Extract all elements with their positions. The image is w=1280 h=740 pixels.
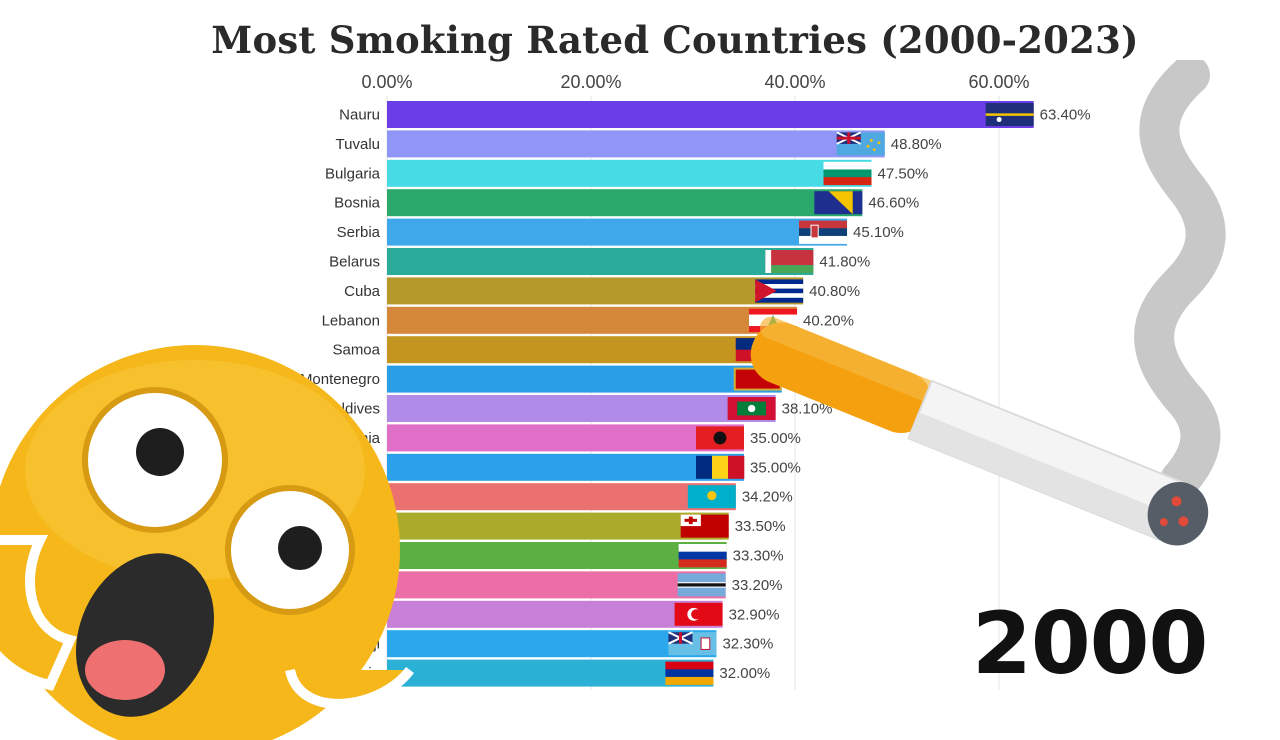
flag-icon	[674, 602, 723, 626]
x-tick-label: 20.00%	[560, 72, 621, 92]
bar	[387, 101, 1034, 128]
x-tick-label: 0.00%	[361, 72, 412, 92]
bar-value-label: 45.10%	[853, 224, 904, 241]
x-axis-ticks: 0.00% 20.00% 40.00% 60.00%	[361, 72, 1029, 92]
flag-icon	[814, 191, 863, 215]
bar	[387, 600, 723, 628]
bar-chart: 0.00% 20.00% 40.00% 60.00% Nauru 63.40% Tuval…	[300, 72, 1091, 690]
shocked-face-icon	[0, 345, 414, 740]
flag-icon	[823, 161, 872, 186]
x-tick-label: 60.00%	[968, 72, 1029, 92]
bar-value-label: 41.80%	[819, 254, 870, 271]
flag-icon	[985, 103, 1034, 126]
flag-icon	[668, 631, 717, 656]
bar	[387, 659, 714, 687]
bar-value-label: 35.00%	[750, 430, 801, 447]
bar-category-label: Serbia	[337, 224, 381, 241]
bar	[387, 218, 848, 246]
bar-value-label: 33.30%	[733, 548, 784, 565]
bar-category-label: Tuvalu	[336, 136, 380, 153]
bar-value-label: 63.40%	[1040, 107, 1091, 124]
bar-group: Tuvalu 48.80%	[336, 130, 942, 158]
bar	[387, 277, 804, 305]
bar-group: Armenia32.00%	[324, 659, 770, 687]
bar-category-label: Samoa	[332, 342, 380, 359]
x-tick-label: 40.00%	[764, 72, 825, 92]
bar	[387, 248, 814, 275]
bar-category-label: Lebanon	[322, 312, 380, 329]
bar-value-label: 47.50%	[878, 165, 929, 182]
bar	[387, 571, 726, 599]
bar-category-label: Cuba	[344, 283, 381, 300]
flag-icon	[680, 514, 729, 538]
bar	[387, 130, 885, 158]
bar	[387, 159, 872, 187]
bar	[387, 306, 798, 334]
bar-value-label: 32.30%	[722, 636, 773, 653]
bar-group: Montenegro38.70%	[300, 365, 839, 393]
bar-value-label: 40.20%	[803, 312, 854, 329]
bar	[387, 336, 784, 364]
bars: Nauru 63.40% Tuvalu 48.80% Bulgaria 47.50% Bos…	[300, 101, 1091, 687]
flag-icon	[677, 573, 726, 597]
flag-icon	[687, 485, 736, 509]
flag-icon	[696, 455, 745, 479]
bar	[387, 365, 782, 393]
bar-group: Belarus 41.80%	[329, 248, 870, 275]
bar-group: Kazakhstan34.20%	[302, 483, 793, 511]
flag-icon	[799, 220, 848, 244]
bar-value-label: 38.10%	[782, 401, 833, 418]
chart-title: Most Smoking Rated Countries (2000-2023)	[211, 18, 1139, 62]
bar-category-label: Nauru	[339, 107, 380, 124]
bar	[387, 512, 729, 540]
bar-group: Bulgaria 47.50%	[325, 159, 929, 187]
bar-group: Bosnia 46.60%	[334, 189, 919, 217]
bar-group: Tonga33.50%	[339, 512, 786, 540]
bar-group: Russia33.30%	[334, 542, 784, 569]
bar	[387, 395, 776, 422]
bar	[387, 424, 744, 452]
cigarette-icon	[750, 60, 1226, 546]
bar	[387, 453, 744, 481]
flag-icon	[755, 279, 804, 303]
bar-group: Maldives 38.10%	[321, 395, 833, 422]
bar-value-label: 40.80%	[809, 283, 860, 300]
bar-group: Serbia 45.10%	[337, 218, 904, 246]
flag-icon	[696, 426, 744, 450]
bar-value-label: 34.20%	[742, 489, 793, 506]
bar-group: Nauru 63.40%	[339, 101, 1091, 128]
bar-category-label: Belarus	[329, 254, 380, 271]
bar-group: Fiji32.30%	[361, 630, 773, 658]
bar-value-label: 33.20%	[732, 577, 783, 594]
bar-value-label: 46.60%	[868, 195, 919, 212]
bar-value-label: 32.90%	[729, 606, 780, 623]
bar-value-label: 33.50%	[735, 518, 786, 535]
bar-category-label: Bulgaria	[325, 165, 381, 182]
bar	[387, 630, 717, 658]
bar-group: Cuba 40.80%	[344, 277, 860, 305]
flag-icon	[678, 544, 727, 568]
flag-icon	[836, 131, 885, 156]
flag-icon	[765, 250, 814, 273]
bar-value-label: 48.80%	[891, 136, 942, 153]
bar	[387, 483, 736, 511]
bar-category-label: Bosnia	[334, 195, 381, 212]
bar-value-label: 32.00%	[719, 665, 770, 682]
year-label: 2000	[972, 594, 1208, 694]
flag-icon	[727, 397, 776, 420]
bar	[387, 189, 863, 217]
bar	[387, 542, 727, 569]
flag-icon	[665, 661, 714, 685]
bar-value-label: 35.00%	[750, 459, 801, 476]
bar-category-label: Montenegro	[300, 371, 380, 388]
